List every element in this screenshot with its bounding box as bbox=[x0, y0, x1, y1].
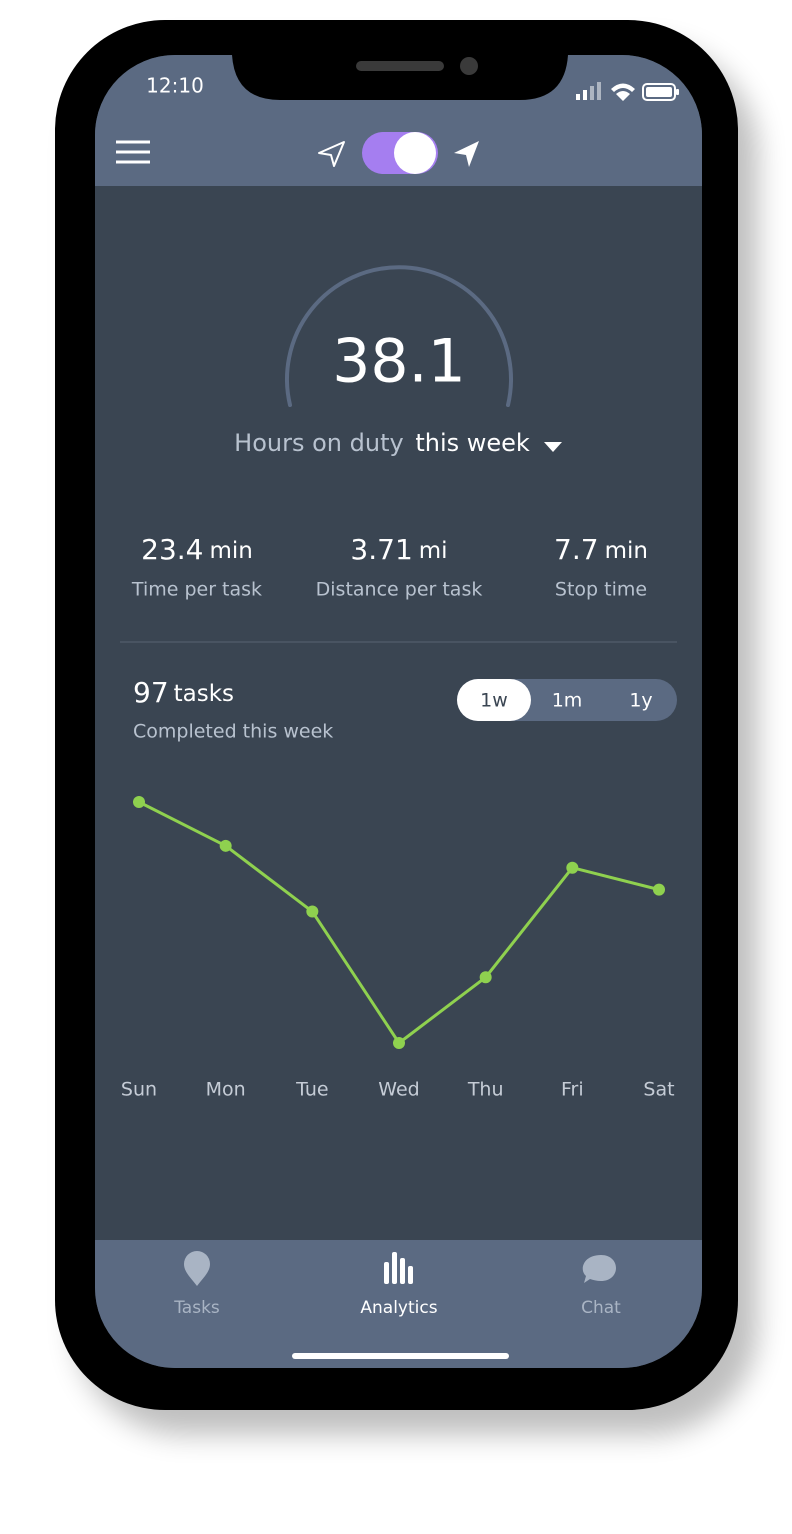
chart: Sun Mon Tue Wed Thu Fri Sat bbox=[121, 796, 675, 1101]
range-option[interactable]: 1w bbox=[480, 690, 508, 712]
tasks-number: 97 bbox=[133, 676, 169, 709]
range-active-pill bbox=[457, 679, 531, 721]
speaker bbox=[356, 61, 444, 71]
notch bbox=[232, 55, 568, 100]
status-time: 12:10 bbox=[146, 74, 204, 98]
tab-label[interactable]: Tasks bbox=[173, 1298, 220, 1318]
range-option[interactable]: 1m bbox=[552, 690, 583, 712]
x-tick-label: Mon bbox=[206, 1079, 246, 1101]
period-dropdown-icon[interactable] bbox=[544, 442, 562, 452]
x-tick-label: Sun bbox=[121, 1079, 157, 1101]
location-off-icon bbox=[318, 141, 345, 167]
stat-number: 3.71 bbox=[350, 533, 412, 566]
tabs: Tasks Analytics Chat bbox=[173, 1251, 621, 1318]
stat-number: 7.7 bbox=[554, 533, 599, 566]
x-tick-label: Fri bbox=[561, 1079, 584, 1101]
camera bbox=[460, 57, 478, 75]
stat-value: 3.71 mi bbox=[350, 533, 447, 566]
stat-label: Distance per task bbox=[316, 579, 483, 601]
gauge-label[interactable]: Hours on duty this week bbox=[234, 429, 530, 457]
gauge-period[interactable]: this week bbox=[415, 429, 530, 457]
tab-icon bbox=[392, 1252, 397, 1284]
tasks-subtitle: Completed this week bbox=[133, 721, 333, 743]
stat-unit: min bbox=[605, 538, 648, 564]
stat-unit: min bbox=[209, 538, 252, 564]
location-on-icon bbox=[454, 141, 479, 167]
stat-unit: mi bbox=[419, 538, 448, 564]
tab-icon bbox=[400, 1258, 405, 1284]
tab-icon bbox=[582, 1255, 616, 1283]
location-toggle[interactable] bbox=[362, 132, 438, 174]
stat-value: 7.7 min bbox=[554, 533, 648, 566]
point bbox=[479, 971, 492, 984]
tab-icon bbox=[184, 1251, 210, 1286]
stat-number: 23.4 bbox=[141, 533, 203, 566]
tab-label[interactable]: Analytics bbox=[360, 1298, 437, 1318]
stat-label: Stop time bbox=[555, 579, 647, 601]
range-option[interactable]: 1y bbox=[629, 690, 652, 712]
home-indicator bbox=[292, 1353, 509, 1359]
tasks-count: 97 tasks bbox=[133, 676, 234, 709]
stat-label: Time per task bbox=[131, 579, 262, 601]
menu-button[interactable] bbox=[116, 140, 150, 164]
x-tick-label: Sat bbox=[643, 1079, 674, 1101]
tab-icon bbox=[384, 1262, 389, 1284]
tab-icon bbox=[408, 1266, 413, 1284]
point bbox=[219, 839, 232, 852]
x-tick-label: Tue bbox=[295, 1079, 328, 1101]
x-tick-label: Wed bbox=[378, 1079, 419, 1101]
point bbox=[306, 905, 319, 918]
range-options: 1w 1m 1y bbox=[457, 679, 653, 721]
gauge-arc bbox=[285, 265, 513, 407]
point bbox=[133, 796, 145, 808]
stat-value: 23.4 min bbox=[141, 533, 253, 566]
gauge-label-text: Hours on duty bbox=[234, 429, 404, 457]
tab-label[interactable]: Chat bbox=[581, 1298, 621, 1318]
status-icons bbox=[576, 82, 679, 101]
point bbox=[653, 883, 665, 896]
tasks-unit: tasks bbox=[174, 681, 234, 707]
gauge-value: 38.1 bbox=[332, 327, 466, 397]
point bbox=[393, 1037, 405, 1049]
point bbox=[566, 861, 579, 874]
x-tick-label: Thu bbox=[467, 1079, 504, 1101]
